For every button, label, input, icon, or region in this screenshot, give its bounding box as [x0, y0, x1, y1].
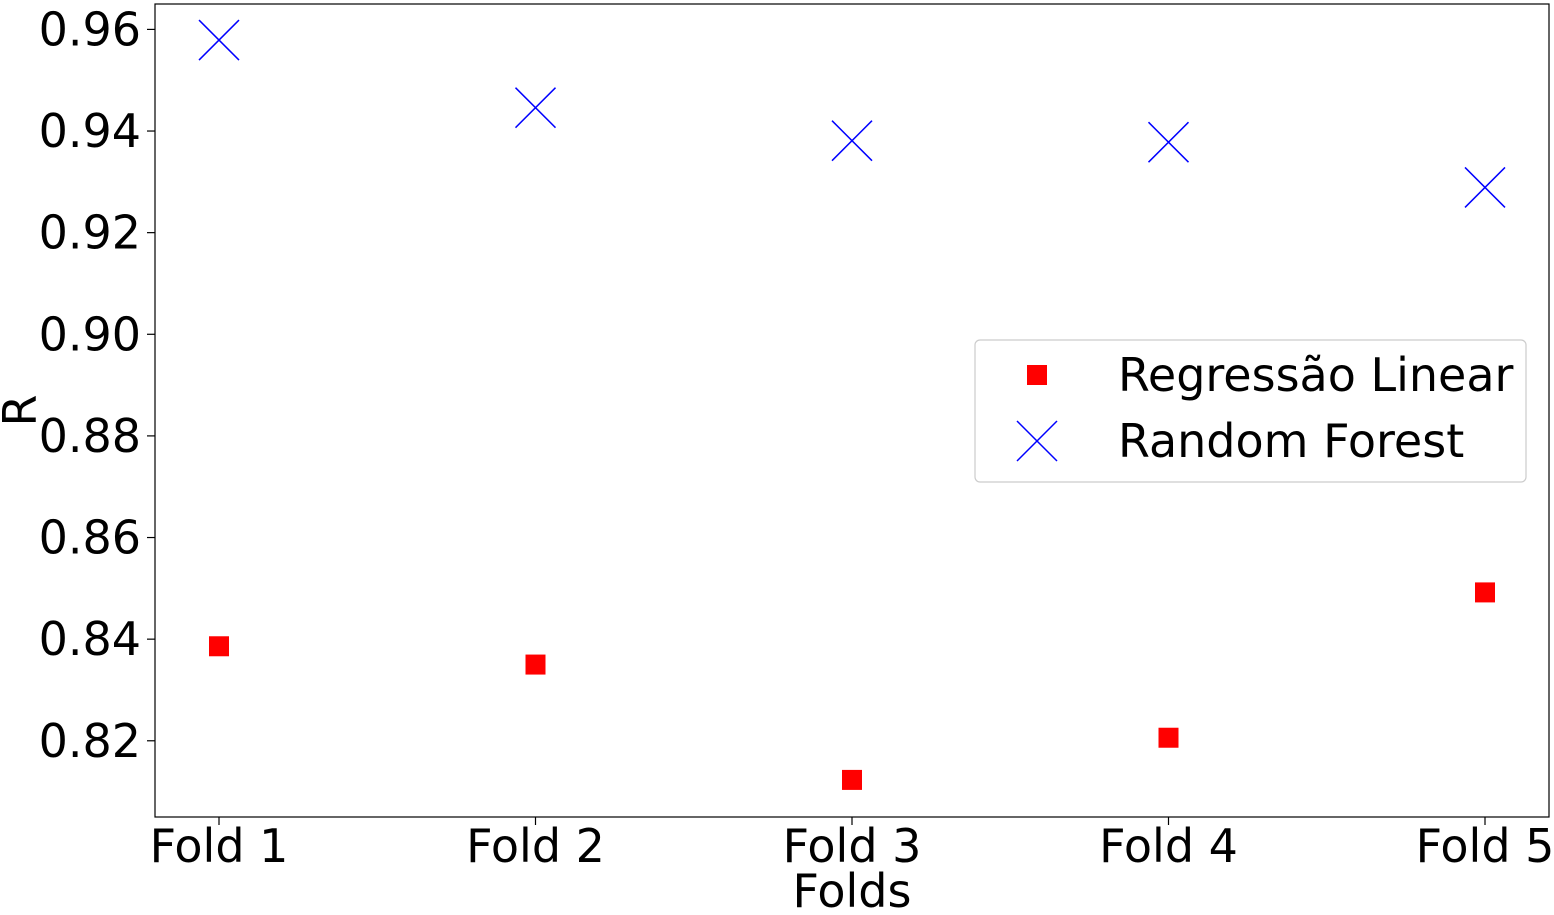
y-axis-title: R: [0, 395, 47, 427]
x-tick-label: Fold 3: [783, 819, 922, 873]
data-point-x: [198, 19, 240, 61]
x-marker-stroke: [1016, 420, 1058, 462]
series-0: [209, 582, 1495, 790]
data-point-x: [831, 120, 873, 162]
data-point-square: [209, 636, 229, 657]
y-tick-label: 0.86: [39, 511, 141, 565]
data-point-square: [1158, 727, 1179, 748]
legend-box: [974, 339, 1527, 483]
data-point-square: [842, 769, 862, 790]
legend: Regressão Linear Random Forest: [974, 339, 1527, 483]
x-marker-stroke: [198, 19, 240, 61]
x-tick-label: Fold 2: [466, 819, 605, 873]
x-tick-label: Fold 1: [150, 819, 289, 873]
legend-label: Regressão Linear: [1118, 348, 1514, 402]
x-axis: Fold 1 Fold 2 Fold 3 Fold 4 Fold 5: [150, 817, 1554, 873]
x-marker-stroke: [1464, 166, 1506, 208]
legend-marker: [1027, 365, 1047, 385]
data-point-x: [1147, 121, 1190, 163]
x-axis-title: Folds: [793, 864, 912, 915]
y-tick-label: 0.88: [39, 409, 141, 463]
legend-marker: [1016, 420, 1058, 462]
y-axis: 0.82 0.84 0.86 0.88 0.90 0.92 0.94 0.96: [39, 2, 155, 768]
x-marker-stroke: [831, 120, 873, 162]
y-tick-label: 0.82: [39, 714, 141, 768]
y-tick-label: 0.96: [39, 2, 141, 56]
data-point-square: [525, 654, 546, 675]
legend-label: Random Forest: [1118, 414, 1464, 468]
y-tick-label: 0.90: [39, 307, 141, 361]
y-tick-label: 0.92: [39, 206, 141, 260]
series-1: [198, 19, 1506, 208]
data-point-x: [1464, 166, 1506, 208]
x-marker-stroke: [1147, 121, 1190, 163]
y-tick-label: 0.94: [39, 104, 141, 158]
data-point-square: [1475, 582, 1495, 603]
x-tick-label: Fold 4: [1099, 819, 1238, 873]
plot-marks: [198, 19, 1506, 790]
data-point-x: [514, 87, 557, 129]
y-tick-label: 0.84: [39, 612, 141, 666]
x-marker-stroke: [514, 87, 557, 129]
x-tick-label: Fold 5: [1416, 819, 1554, 873]
